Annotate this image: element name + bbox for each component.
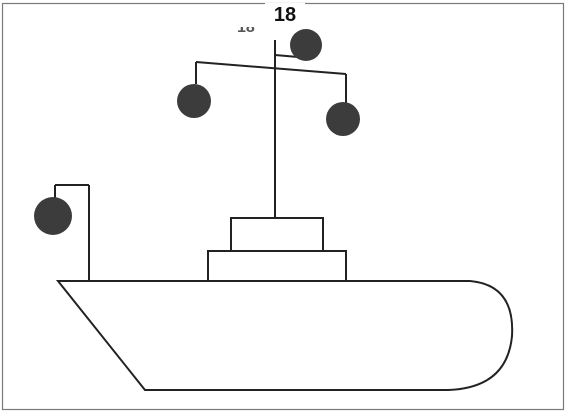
top-ball — [290, 29, 322, 61]
yard — [195, 61, 347, 75]
ship-hull — [55, 280, 514, 391]
top-hanger — [274, 54, 299, 58]
deckhouse-upper — [230, 217, 324, 252]
partial-page-number: 18 — [237, 20, 255, 36]
deckhouse-lower — [207, 250, 347, 282]
left-ball — [177, 84, 211, 118]
frame-border — [1, 2, 565, 411]
bow-ball — [34, 197, 72, 235]
page-number: 18 — [265, 3, 305, 27]
right-ball — [326, 102, 360, 136]
